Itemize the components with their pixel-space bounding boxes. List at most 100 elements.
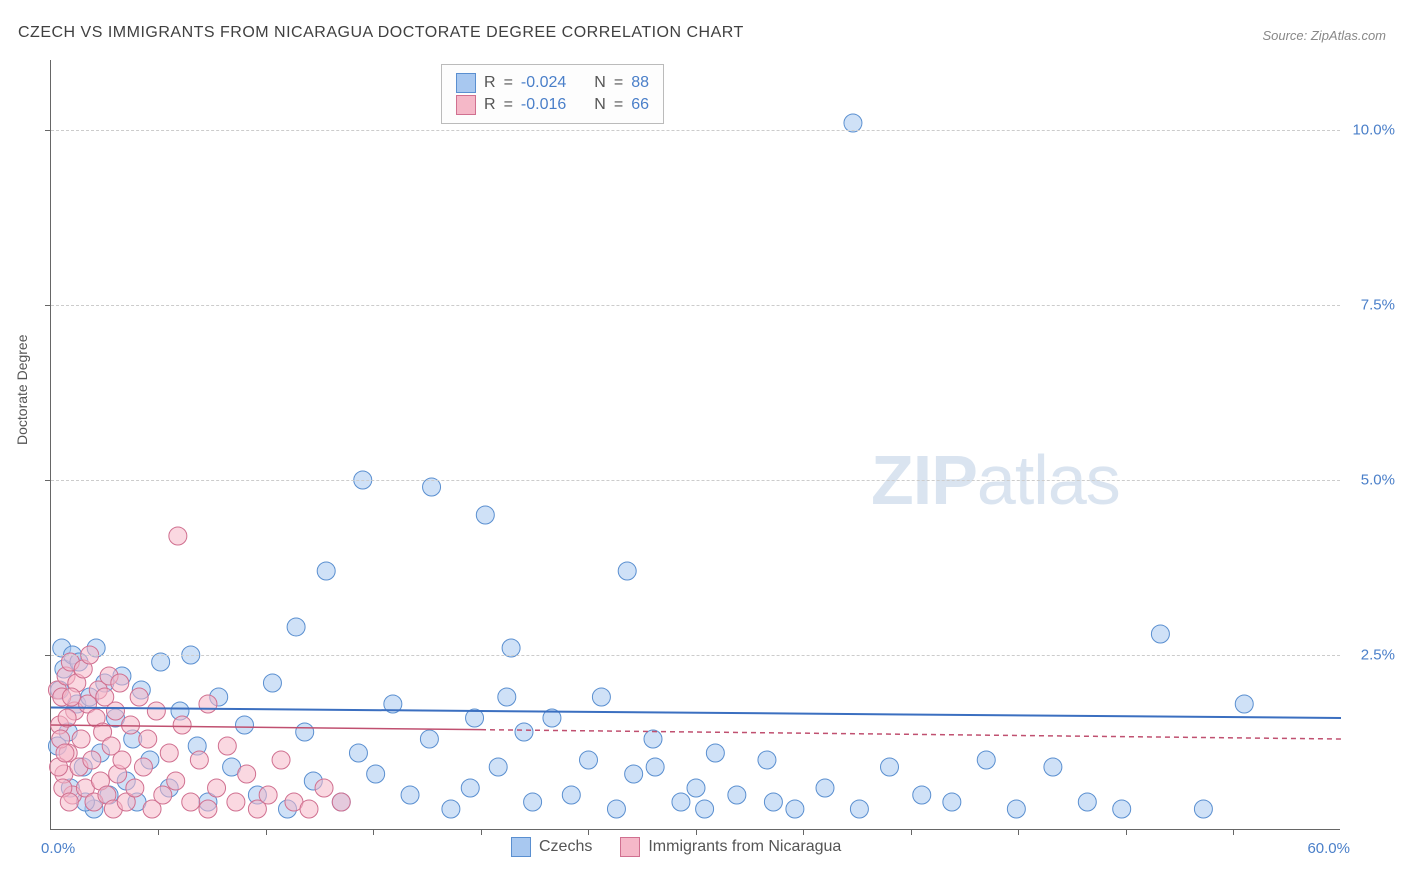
point-czech [850, 800, 868, 818]
x-max-label: 60.0% [1307, 840, 1350, 857]
stats-r-value: -0.024 [521, 74, 566, 92]
source-credit: Source: ZipAtlas.com [1262, 28, 1386, 43]
y-axis-label: Doctorate Degree [14, 334, 30, 445]
stats-eq: = [504, 74, 513, 92]
point-czech [977, 751, 995, 769]
point-nicaragua [218, 737, 236, 755]
point-czech [489, 758, 507, 776]
point-czech [607, 800, 625, 818]
chart-title: CZECH VS IMMIGRANTS FROM NICARAGUA DOCTO… [18, 24, 744, 42]
point-nicaragua [126, 779, 144, 797]
point-nicaragua [300, 800, 318, 818]
legend-item-czechs: Czechs [511, 837, 592, 857]
x-tick [266, 829, 267, 835]
point-czech [672, 793, 690, 811]
stats-row-blue: R = -0.024 N = 88 [456, 73, 649, 93]
legend-label: Czechs [539, 838, 592, 856]
point-nicaragua [122, 716, 140, 734]
point-nicaragua [56, 744, 74, 762]
point-nicaragua [173, 716, 191, 734]
stats-box: R = -0.024 N = 88 R = -0.016 N = 66 [441, 64, 664, 124]
y-tick-label: 10.0% [1352, 122, 1395, 139]
point-czech [1151, 625, 1169, 643]
x-tick [1018, 829, 1019, 835]
point-czech [317, 562, 335, 580]
stats-n-label: N [594, 96, 606, 114]
point-czech [562, 786, 580, 804]
point-czech [696, 800, 714, 818]
point-nicaragua [332, 793, 350, 811]
point-czech [367, 765, 385, 783]
point-czech [758, 751, 776, 769]
y-tick-label: 5.0% [1361, 472, 1395, 489]
stats-r-value: -0.016 [521, 96, 566, 114]
point-nicaragua [139, 730, 157, 748]
stats-eq: = [614, 74, 623, 92]
point-czech [152, 653, 170, 671]
point-czech [1078, 793, 1096, 811]
point-nicaragua [111, 674, 129, 692]
point-nicaragua [130, 688, 148, 706]
stats-r-label: R [484, 74, 496, 92]
point-nicaragua [147, 702, 165, 720]
point-nicaragua [83, 751, 101, 769]
point-czech [476, 506, 494, 524]
point-czech [515, 723, 533, 741]
point-czech [263, 674, 281, 692]
point-nicaragua [315, 779, 333, 797]
y-tick-label: 7.5% [1361, 297, 1395, 314]
point-czech [236, 716, 254, 734]
point-nicaragua [169, 527, 187, 545]
point-czech [1113, 800, 1131, 818]
point-czech [423, 478, 441, 496]
point-czech [349, 744, 367, 762]
point-nicaragua [62, 688, 80, 706]
point-nicaragua [199, 695, 217, 713]
plot-area: ZIPatlas R = -0.024 N = 88 R = -0.016 N … [50, 60, 1340, 830]
x-tick [803, 829, 804, 835]
point-czech [706, 744, 724, 762]
x-tick [911, 829, 912, 835]
stats-eq: = [504, 96, 513, 114]
point-nicaragua [113, 751, 131, 769]
point-nicaragua [182, 793, 200, 811]
point-nicaragua [208, 779, 226, 797]
point-nicaragua [60, 793, 78, 811]
point-nicaragua [107, 702, 125, 720]
stats-n-label: N [594, 74, 606, 92]
legend-bottom: Czechs Immigrants from Nicaragua [511, 837, 841, 857]
point-czech [442, 800, 460, 818]
point-nicaragua [167, 772, 185, 790]
legend-label: Immigrants from Nicaragua [648, 838, 841, 856]
trendline [481, 730, 1341, 739]
y-tick [45, 305, 51, 306]
point-nicaragua [190, 751, 208, 769]
x-tick [1126, 829, 1127, 835]
point-czech [618, 562, 636, 580]
point-czech [881, 758, 899, 776]
point-czech [498, 688, 516, 706]
swatch-pink [620, 837, 640, 857]
point-czech [354, 471, 372, 489]
point-czech [913, 786, 931, 804]
stats-r-label: R [484, 96, 496, 114]
swatch-blue [456, 73, 476, 93]
point-czech [420, 730, 438, 748]
point-czech [287, 618, 305, 636]
legend-item-nicaragua: Immigrants from Nicaragua [620, 837, 841, 857]
chart-svg [51, 60, 1340, 829]
point-czech [1007, 800, 1025, 818]
x-min-label: 0.0% [41, 840, 75, 857]
point-czech [764, 793, 782, 811]
point-czech [646, 758, 664, 776]
point-nicaragua [160, 744, 178, 762]
point-czech [625, 765, 643, 783]
point-czech [461, 779, 479, 797]
stats-eq: = [614, 96, 623, 114]
point-czech [728, 786, 746, 804]
point-nicaragua [199, 800, 217, 818]
point-czech [182, 646, 200, 664]
y-tick [45, 655, 51, 656]
point-czech [296, 723, 314, 741]
stats-n-value: 66 [631, 96, 649, 114]
